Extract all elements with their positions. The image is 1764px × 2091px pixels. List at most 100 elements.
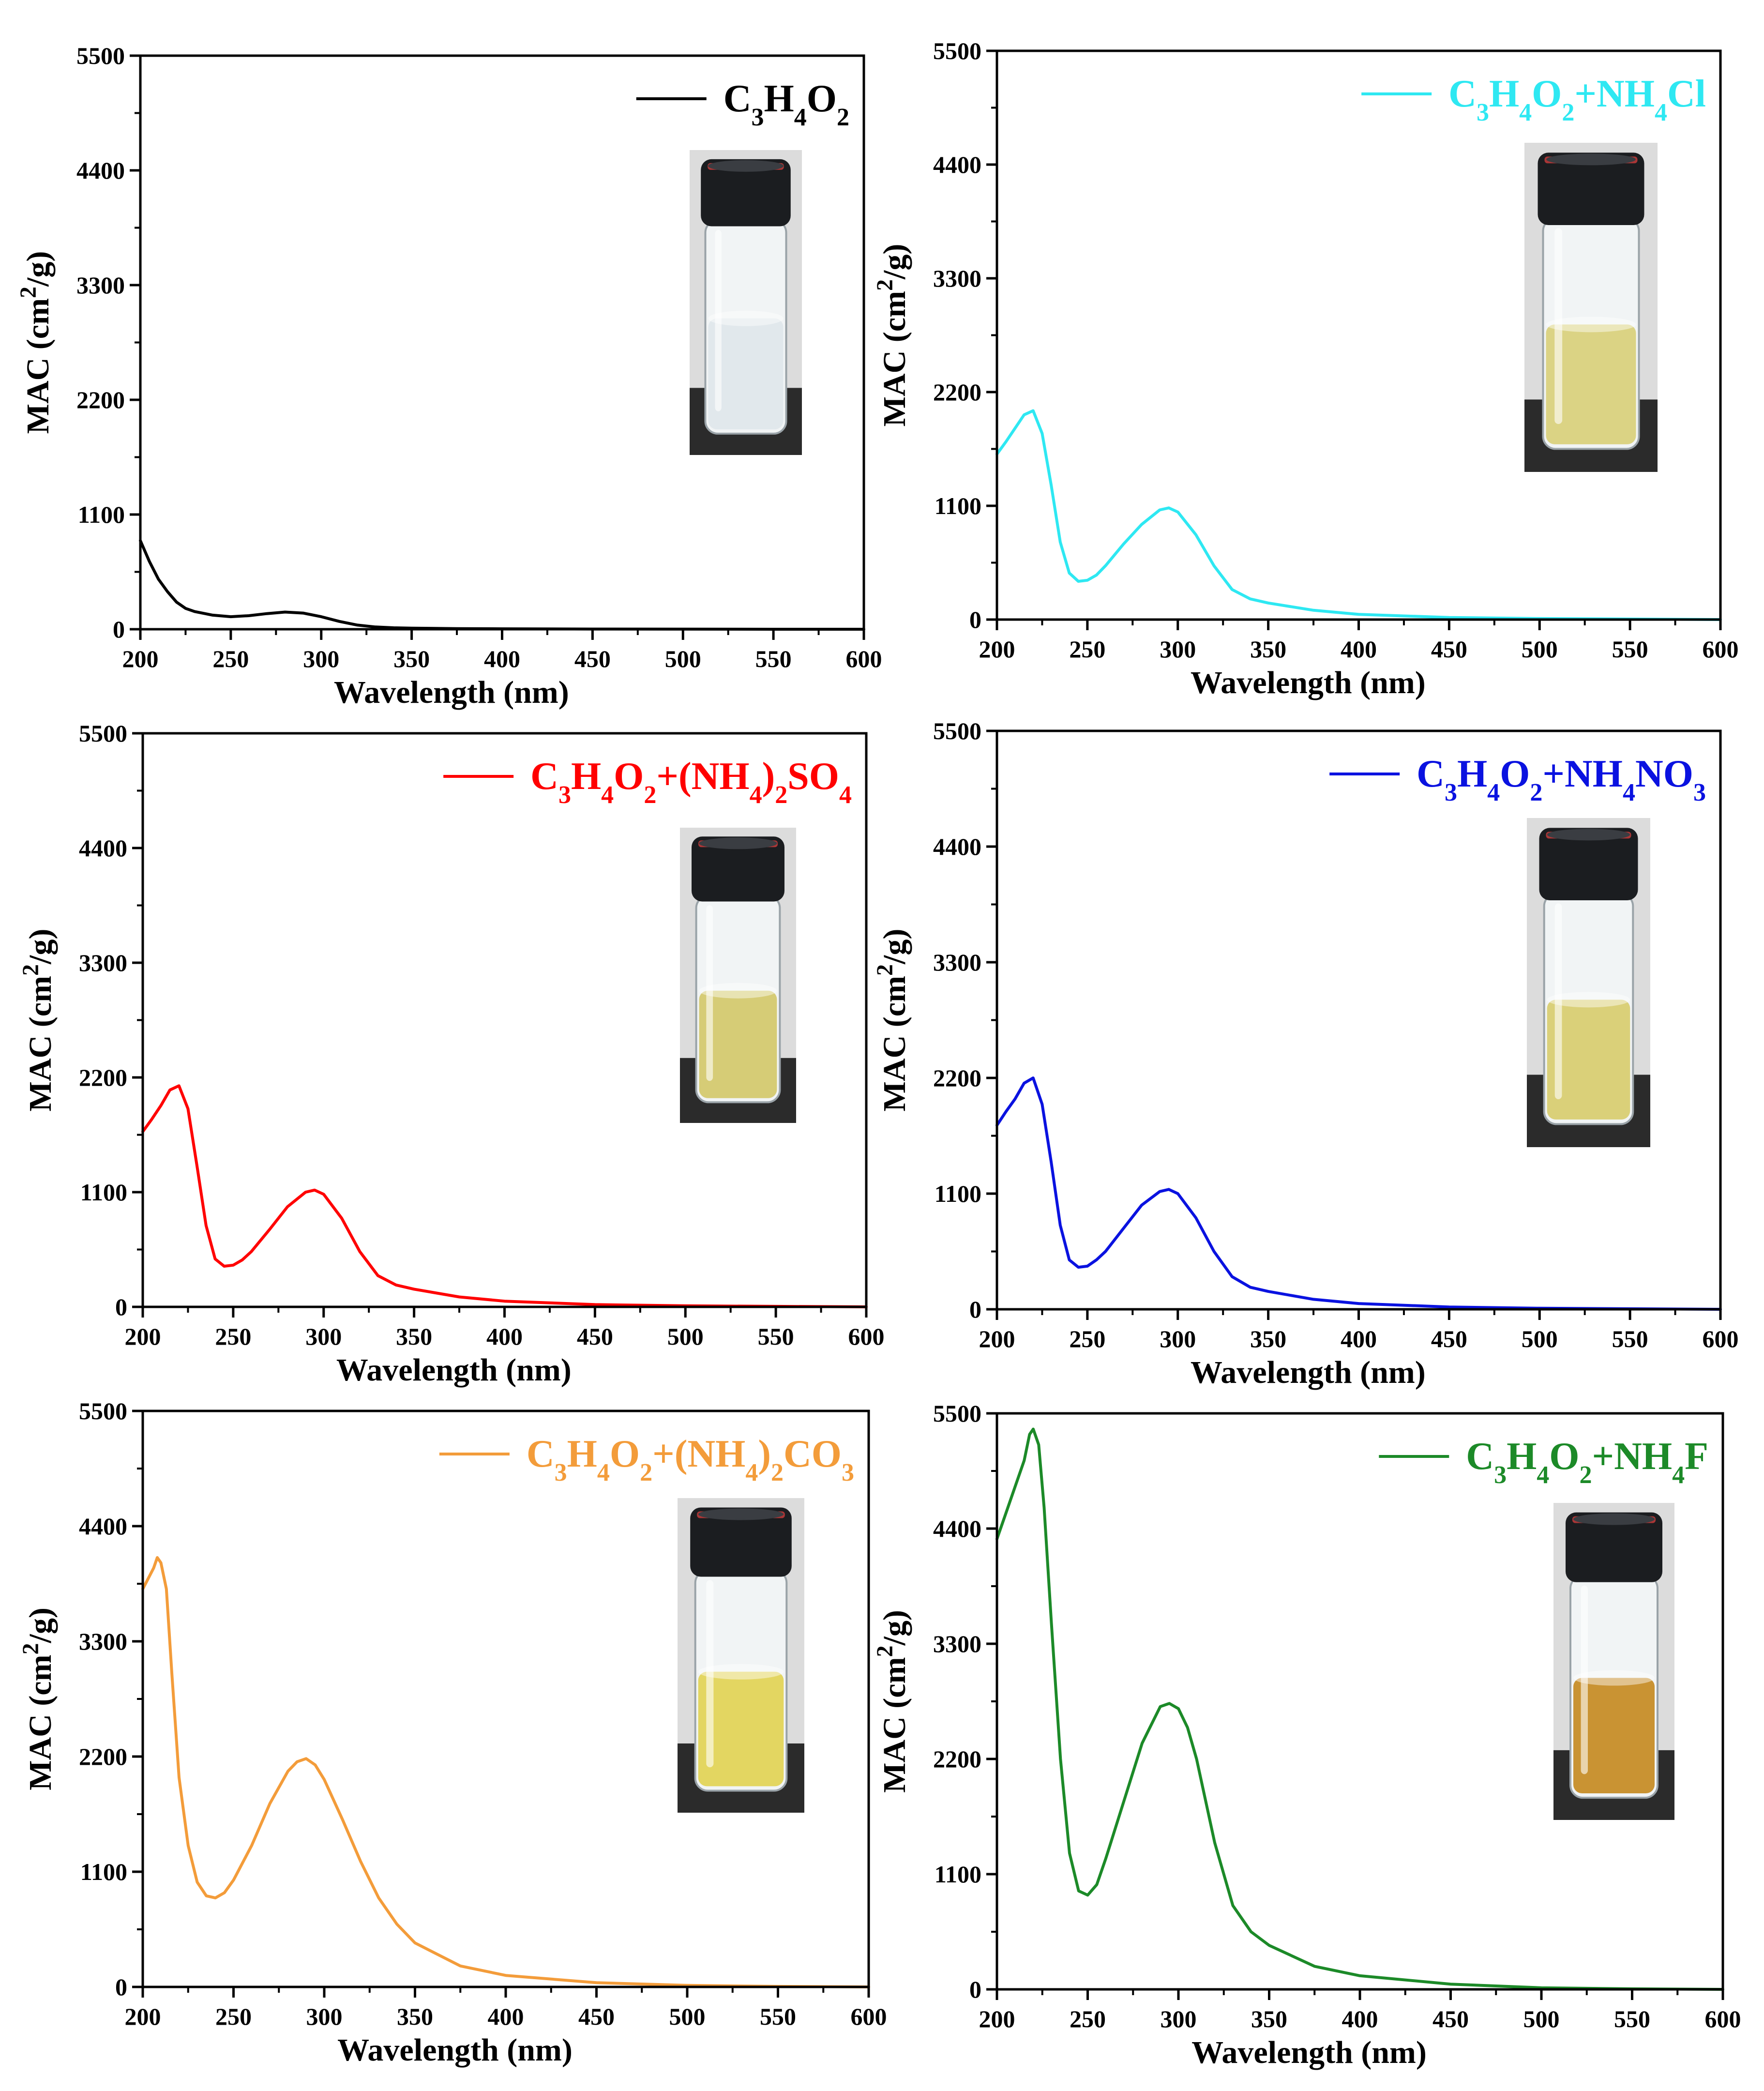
- x-tick-label: 350: [1251, 2005, 1287, 2032]
- glass-highlight: [715, 229, 722, 411]
- vial-cap: [1566, 1512, 1662, 1582]
- x-tick-label: 250: [215, 2003, 252, 2030]
- x-tick-label: 200: [979, 1325, 1015, 1352]
- cap-top: [699, 837, 777, 849]
- x-tick-label: 300: [305, 1323, 342, 1350]
- y-tick-label: 4400: [79, 1513, 127, 1540]
- x-tick-label: 300: [1160, 1325, 1196, 1352]
- x-tick-label: 400: [486, 1323, 523, 1350]
- y-tick-label: 1100: [80, 1858, 127, 1885]
- y-tick-label: 0: [969, 606, 981, 633]
- y-tick-label: 3300: [933, 949, 981, 976]
- y-tick-label: 2200: [79, 1064, 127, 1091]
- cap-top: [1547, 829, 1630, 841]
- x-tick-label: 400: [1341, 636, 1377, 663]
- x-axis-title: Wavelength (nm): [336, 1352, 572, 1388]
- liquid-meniscus: [698, 1664, 784, 1680]
- x-tick-label: 450: [1432, 2005, 1469, 2032]
- glass-highlight: [1554, 903, 1562, 1099]
- y-tick-label: 4400: [933, 1515, 981, 1542]
- liquid-meniscus: [1573, 1670, 1655, 1686]
- x-tick-label: 250: [1069, 636, 1105, 663]
- x-tick-label: 550: [1614, 2005, 1650, 2032]
- glass-highlight: [706, 1580, 714, 1768]
- vial-liquid: [698, 1671, 784, 1787]
- liquid-meniscus: [708, 310, 784, 326]
- y-axis-title: MAC (cm2/g): [15, 251, 56, 434]
- liquid-meniscus: [1546, 317, 1636, 333]
- y-tick-label: 5500: [933, 1400, 981, 1427]
- x-tick-label: 400: [1342, 2005, 1378, 2032]
- y-tick-label: 3300: [76, 272, 125, 299]
- x-tick-label: 400: [484, 645, 520, 672]
- x-tick-label: 350: [396, 1323, 432, 1350]
- y-tick-label: 0: [115, 1973, 127, 2000]
- x-tick-label: 200: [979, 2005, 1015, 2032]
- vial-photo-inset-0: [690, 150, 802, 455]
- vial-cap: [701, 159, 791, 227]
- x-axis-title: Wavelength (nm): [337, 2032, 573, 2068]
- series-line: [995, 1076, 1722, 1311]
- x-tick-label: 300: [306, 2003, 343, 2030]
- x-tick-label: 500: [667, 1323, 704, 1350]
- y-tick-label: 4400: [79, 834, 127, 862]
- vial-photo-inset-5: [1553, 1503, 1674, 1820]
- y-tick-label: 1100: [935, 492, 981, 519]
- x-tick-label: 300: [303, 645, 339, 672]
- x-tick-label: 200: [979, 636, 1015, 663]
- y-tick-label: 0: [969, 1976, 981, 2003]
- legend-entry-text: C3H4O2: [724, 77, 849, 131]
- x-tick-label: 350: [397, 2003, 433, 2030]
- cap-top: [698, 1508, 784, 1520]
- x-tick-label: 300: [1160, 636, 1196, 663]
- x-tick-label: 350: [393, 645, 430, 672]
- y-tick-label: 1100: [935, 1861, 981, 1888]
- x-tick-label: 250: [212, 645, 249, 672]
- x-tick-label: 450: [577, 1323, 613, 1350]
- x-tick-label: 600: [1705, 2005, 1741, 2032]
- y-tick-label: 2200: [76, 386, 125, 413]
- x-tick-label: 500: [1522, 1325, 1558, 1352]
- vial-photo-inset-3: [1527, 818, 1650, 1147]
- x-tick-label: 250: [1070, 2005, 1106, 2032]
- vial-liquid: [1573, 1678, 1655, 1793]
- vial-photo-inset-4: [678, 1498, 804, 1813]
- y-tick-label: 2200: [933, 1745, 981, 1773]
- x-axis-title: Wavelength (nm): [1191, 665, 1426, 700]
- chart-panel-1: 200 250 300 350 400 450 500 550 600 0 1100 2200 3300…: [872, 37, 1739, 700]
- series-line: [141, 1084, 868, 1308]
- cap-top: [1573, 1513, 1655, 1525]
- x-axis-title: Wavelength (nm): [334, 675, 569, 710]
- x-tick-label: 450: [1431, 1325, 1467, 1352]
- legend-entry-text: C3H4O2+NH4Cl: [1448, 73, 1706, 126]
- x-tick-label: 200: [122, 645, 159, 672]
- series-line: [995, 1427, 1724, 1991]
- y-axis-title: MAC (cm2/g): [18, 1607, 59, 1790]
- y-axis-title: MAC (cm2/g): [872, 1610, 913, 1793]
- chart-panel-0: 200 250 300 350 400 450 500 550 600 0 1100 2200 3300…: [15, 42, 882, 710]
- y-tick-label: 4400: [933, 833, 981, 860]
- x-tick-label: 550: [1612, 1325, 1648, 1352]
- legend-entry-text: C3H4O2+NH4NO3: [1417, 753, 1706, 806]
- x-tick-label: 350: [1250, 1325, 1286, 1352]
- glass-highlight: [1581, 1585, 1588, 1774]
- x-tick-label: 450: [574, 645, 611, 672]
- x-tick-label: 350: [1250, 636, 1286, 663]
- y-tick-label: 0: [115, 1293, 127, 1320]
- y-tick-label: 2200: [79, 1743, 127, 1770]
- x-tick-label: 200: [125, 1323, 161, 1350]
- x-tick-label: 450: [578, 2003, 615, 2030]
- vial-liquid: [1547, 1000, 1630, 1120]
- y-tick-label: 0: [113, 616, 125, 643]
- liquid-meniscus: [699, 983, 777, 999]
- x-axis-title: Wavelength (nm): [1191, 1355, 1426, 1390]
- chart-panel-4: 200 250 300 350 400 450 500 550 600 0 1100 2200 3300…: [18, 1397, 887, 2068]
- vial-cap: [1538, 152, 1644, 225]
- vial-photo-inset-1: [1524, 143, 1658, 472]
- vial-liquid: [708, 318, 784, 430]
- x-tick-label: 600: [848, 1323, 885, 1350]
- x-tick-label: 250: [1069, 1325, 1105, 1352]
- vial-liquid: [699, 990, 777, 1098]
- y-tick-label: 5500: [79, 720, 127, 747]
